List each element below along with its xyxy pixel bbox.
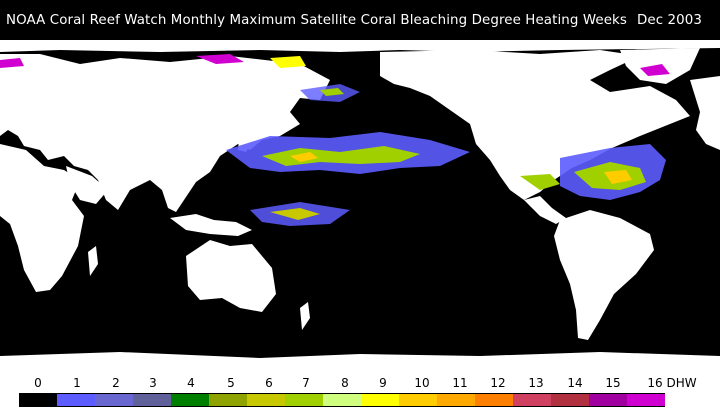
legend-swatch bbox=[171, 393, 209, 407]
title-bar: NOAA Coral Reef Watch Monthly Maximum Sa… bbox=[0, 0, 720, 40]
legend-tick: 2 bbox=[112, 376, 120, 390]
legend-tick: 11 bbox=[452, 376, 468, 390]
legend-swatch bbox=[133, 393, 171, 407]
dhw-legend: 0 1 2 3 4 5 6 7 8 9 10 11 12 13 14 15 16… bbox=[0, 370, 720, 411]
legend-swatch bbox=[551, 393, 589, 407]
legend-swatch bbox=[399, 393, 437, 407]
dhw-region-north-pacific-peak bbox=[290, 152, 318, 162]
legend-tick: 6 bbox=[265, 376, 273, 390]
dhw-region-north-atlantic-peak bbox=[604, 170, 632, 184]
legend-swatch bbox=[361, 393, 399, 407]
legend-swatch bbox=[209, 393, 247, 407]
legend-swatch bbox=[437, 393, 475, 407]
dhw-region-arctic-yellow bbox=[270, 56, 306, 68]
dhw-regions bbox=[0, 54, 670, 226]
legend-tick: 9 bbox=[379, 376, 387, 390]
dhw-region-greenland-edge bbox=[640, 64, 670, 76]
dhw-region-arctic-left bbox=[0, 58, 24, 68]
legend-tick: 5 bbox=[227, 376, 235, 390]
dhw-region-bering-core bbox=[320, 88, 344, 96]
legend-tick: 8 bbox=[341, 376, 349, 390]
land-africa bbox=[0, 144, 84, 292]
land-antarctica bbox=[0, 352, 720, 370]
dhw-region-arctic-magenta bbox=[196, 54, 244, 64]
land-australia bbox=[186, 240, 276, 312]
land-eurasia bbox=[0, 54, 330, 212]
land-madagascar bbox=[88, 246, 98, 276]
legend-swatch bbox=[247, 393, 285, 407]
dhw-region-caribbean bbox=[520, 174, 560, 190]
legend-swatch bbox=[323, 393, 361, 407]
land-new-zealand bbox=[300, 302, 310, 330]
legend-tick: 12 bbox=[490, 376, 506, 390]
legend-swatch bbox=[513, 393, 551, 407]
legend-swatch bbox=[475, 393, 513, 407]
map-date: Dec 2003 bbox=[636, 12, 702, 28]
legend-tick: 14 bbox=[567, 376, 583, 390]
legend-tick: 10 bbox=[414, 376, 430, 390]
legend-swatch bbox=[19, 393, 57, 407]
legend-tick: 13 bbox=[528, 376, 544, 390]
legend-tick: 4 bbox=[187, 376, 195, 390]
legend-swatch bbox=[95, 393, 133, 407]
legend-tick: 3 bbox=[149, 376, 157, 390]
land-north-polar bbox=[0, 40, 720, 52]
legend-swatch bbox=[589, 393, 627, 407]
legend-swatch bbox=[627, 393, 665, 407]
map-title: NOAA Coral Reef Watch Monthly Maximum Sa… bbox=[6, 12, 627, 28]
legend-swatch bbox=[57, 393, 95, 407]
land-masses bbox=[0, 40, 720, 370]
legend-tick: 15 bbox=[605, 376, 621, 390]
legend-tick: 7 bbox=[302, 376, 310, 390]
world-dhw-map bbox=[0, 40, 720, 370]
legend-tick: 16 DHW bbox=[647, 376, 697, 390]
legend-swatch bbox=[285, 393, 323, 407]
land-western-europe bbox=[690, 76, 720, 150]
land-south-america bbox=[554, 210, 654, 340]
land-central-america bbox=[524, 196, 566, 224]
dhw-region-central-pacific-core bbox=[270, 208, 320, 220]
legend-tick: 0 bbox=[34, 376, 42, 390]
land-se-asia-islands bbox=[170, 214, 252, 236]
land-north-america bbox=[380, 50, 690, 200]
land-arabia bbox=[66, 166, 108, 204]
legend-tick: 1 bbox=[73, 376, 81, 390]
